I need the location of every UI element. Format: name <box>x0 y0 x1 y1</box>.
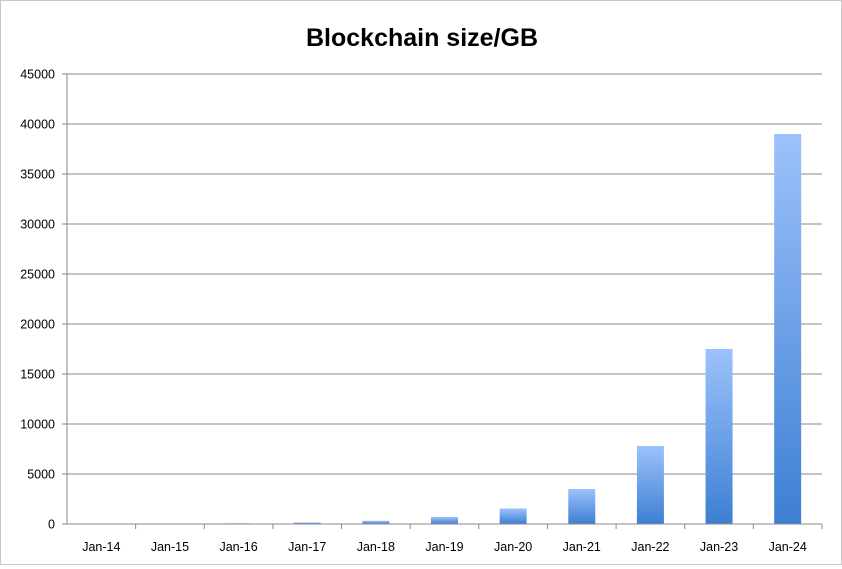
y-tick-label: 45000 <box>20 68 55 82</box>
x-tick-label: Jan-20 <box>494 540 532 554</box>
gridlines <box>62 73 822 475</box>
bar-jan-19 <box>431 517 458 524</box>
bar-jan-24 <box>774 134 802 524</box>
x-tick-label: Jan-22 <box>631 540 669 554</box>
x-tick-label: Jan-14 <box>82 540 120 554</box>
x-tick-label: Jan-18 <box>357 540 395 554</box>
y-tick-label: 5000 <box>27 468 55 482</box>
bar-jan-20 <box>499 508 527 524</box>
x-tick-label: Jan-17 <box>288 540 326 554</box>
bar-jan-22 <box>636 446 664 524</box>
y-tick-labels: 0 5000 10000 15000 20000 25000 30000 35000 40000… <box>20 68 55 532</box>
y-tick-label: 20000 <box>20 318 55 332</box>
y-tick-label: 25000 <box>20 268 55 282</box>
x-tick-label: Jan-19 <box>425 540 463 554</box>
y-tick-label: 0 <box>48 518 55 532</box>
chart-title: Blockchain size/GB <box>306 24 538 52</box>
y-tick-label: 40000 <box>20 118 55 132</box>
x-tick-labels: Jan-14 Jan-15 Jan-16 Jan-17 Jan-18 Jan-19 Jan-… <box>82 540 807 554</box>
y-tick-label: 35000 <box>20 168 55 182</box>
x-tick-label: Jan-16 <box>219 540 257 554</box>
y-tick-label: 30000 <box>20 218 55 232</box>
y-tick-label: 10000 <box>20 418 55 432</box>
x-tick-label: Jan-23 <box>700 540 738 554</box>
x-tick-label: Jan-15 <box>151 540 189 554</box>
x-tick-label: Jan-24 <box>769 540 807 554</box>
bars <box>87 134 802 524</box>
bar-jan-21 <box>568 489 596 524</box>
x-tick-label: Jan-21 <box>563 540 601 554</box>
bar-jan-18 <box>362 520 390 524</box>
y-tick-label: 15000 <box>20 368 55 382</box>
axes <box>62 74 823 529</box>
bar-jan-17 <box>293 522 321 524</box>
bar-jan-23 <box>705 349 733 524</box>
